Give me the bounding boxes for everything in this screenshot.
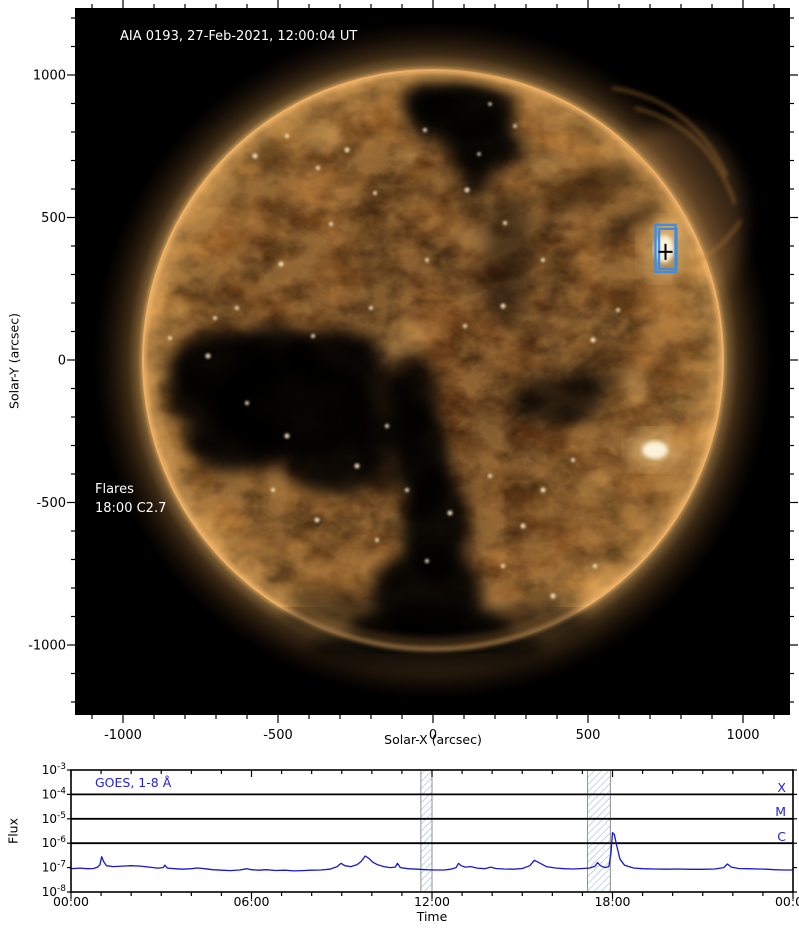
aia-ylabel: Solar-Y (arcsec) — [6, 313, 22, 409]
goes-x-tick-label: 06:00 — [233, 894, 269, 909]
goes-y-tick-label: 10-7 — [42, 860, 66, 875]
goes-hatch-band — [420, 771, 432, 891]
coronal-holes — [165, 79, 667, 668]
goes-x-tick-label: 18:00 — [594, 894, 630, 909]
goes-flux-curve — [70, 832, 793, 872]
south-limb-dimming — [284, 604, 582, 658]
aia-x-tick-label: 1000 — [726, 728, 759, 743]
aia-title: AIA 0193, 27-Feb-2021, 12:00:04 UT — [120, 29, 358, 44]
goes-hatch-band — [587, 771, 611, 891]
flares-annotation: Flares 18:00 C2.7 — [95, 480, 166, 518]
flare-marker-box — [654, 223, 678, 274]
aia-y-tick-label: 0 — [58, 354, 66, 369]
goes-frame — [70, 769, 794, 893]
goes-y-tick-label: 10-6 — [42, 835, 67, 850]
goes-y-tick-label: 10-3 — [42, 762, 66, 777]
goes-ylabel: Flux — [5, 818, 21, 844]
flares-annotation-title: Flares — [95, 482, 134, 497]
goes-class-x-label: X — [777, 780, 786, 795]
aia-y-tick-label: 500 — [41, 211, 66, 226]
goes-series-label: GOES, 1-8 Å — [95, 775, 172, 790]
aia-x-tick-label: -500 — [263, 728, 293, 743]
aia-x-tick-label: 500 — [576, 728, 601, 743]
aia-xlabel: Solar-X (arcsec) — [384, 732, 482, 747]
aia-y-tick-label: -1000 — [28, 639, 66, 654]
active-region-se — [627, 430, 683, 470]
goes-y-tick-label: 10-5 — [42, 811, 66, 826]
aia-sun-image — [75, 8, 790, 715]
goes-xlabel: Time — [416, 909, 448, 924]
goes-x-tick-label: 00:00 — [53, 894, 89, 909]
goes-class-c-label: C — [777, 829, 786, 844]
goes-x-tick-label: 00:00 — [775, 894, 799, 909]
goes-class-m-label: M — [775, 804, 786, 819]
aia-y-tick-label: 1000 — [33, 69, 66, 84]
goes-y-tick-label: 10-4 — [42, 786, 67, 801]
flares-annotation-entry: 18:00 C2.7 — [95, 501, 167, 516]
flare-marker-cross — [658, 243, 673, 260]
aia-x-tick-label: -1000 — [104, 728, 142, 743]
goes-x-tick-label: 12:00 — [414, 894, 450, 909]
bright-points — [168, 102, 620, 599]
aia-y-tick-label: -500 — [36, 496, 66, 511]
aia-image-panel: AIA 0193, 27-Feb-2021, 12:00:04 UT Flare… — [75, 8, 790, 715]
goes-y-tick-label: 10-8 — [42, 884, 67, 899]
coronal-loops — [611, 86, 743, 272]
disk-bright-mottling — [144, 71, 722, 649]
